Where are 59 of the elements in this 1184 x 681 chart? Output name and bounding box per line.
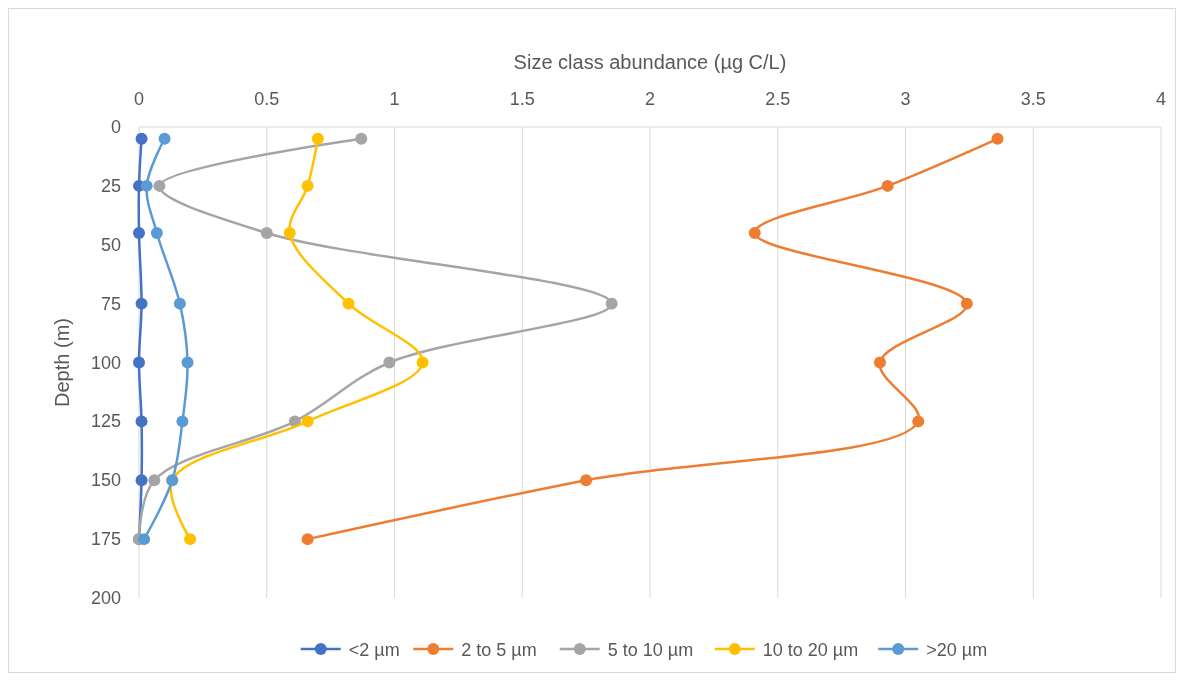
- point: [301, 179, 314, 192]
- point: [881, 179, 894, 192]
- point: [133, 226, 145, 239]
- point: [301, 533, 314, 546]
- point: [416, 356, 429, 369]
- x-tick-label: 0: [133, 89, 145, 109]
- point: [342, 297, 355, 310]
- x-tick-label: 1.5: [509, 89, 535, 109]
- y-tick-label: 200: [90, 588, 121, 608]
- point: [135, 132, 148, 145]
- x-tick-label: 2.5: [765, 89, 791, 109]
- y-tick-label: 0: [110, 117, 121, 137]
- x-tick-label: 4: [1155, 89, 1167, 109]
- point: [991, 132, 1004, 145]
- point: [873, 356, 886, 369]
- x-tick-label: 2: [644, 89, 656, 109]
- y-tick-label: 50: [100, 234, 121, 255]
- point: [355, 132, 368, 145]
- y-tick-label: 100: [90, 352, 121, 373]
- point: [138, 533, 151, 546]
- point: [311, 132, 324, 145]
- point: [176, 415, 189, 428]
- point: [135, 297, 148, 310]
- point: [383, 356, 396, 369]
- point: [173, 297, 186, 310]
- legend-label: 2 to 5 µm: [461, 640, 537, 660]
- point: [912, 415, 925, 428]
- point: [580, 474, 593, 487]
- x-tick-label: 3: [900, 89, 911, 109]
- point: [150, 226, 163, 239]
- x-axis-title: Size class abundance (µg C/L): [513, 51, 787, 73]
- point: [148, 474, 161, 487]
- legend-label: 5 to 10 µm: [607, 640, 694, 660]
- legend-label: >20 µm: [926, 640, 988, 660]
- point: [153, 179, 166, 192]
- legend-label: 10 to 20 µm: [762, 640, 859, 660]
- legend-label: <2 µm: [348, 640, 400, 660]
- point: [283, 226, 296, 239]
- point: [748, 226, 761, 239]
- x-tick-label: 3.5: [1020, 89, 1046, 109]
- y-tick-label: 25: [100, 175, 121, 196]
- y-tick-label: 125: [90, 411, 121, 432]
- point: [184, 533, 197, 546]
- y-tick-label: 175: [90, 529, 121, 550]
- point: [135, 415, 148, 428]
- point: [140, 179, 153, 192]
- point: [158, 132, 171, 145]
- x-tick-label: 1: [389, 89, 400, 109]
- point: [301, 415, 314, 428]
- point: [181, 356, 194, 369]
- point: [960, 297, 973, 310]
- point: [605, 297, 618, 310]
- point: [135, 474, 148, 487]
- y-axis-title: Depth (m): [51, 318, 73, 407]
- y-tick-label: 150: [90, 470, 121, 491]
- y-tick-label: 75: [100, 293, 121, 314]
- x-tick-label: 0.5: [254, 89, 280, 109]
- point: [260, 226, 273, 239]
- point: [133, 356, 145, 369]
